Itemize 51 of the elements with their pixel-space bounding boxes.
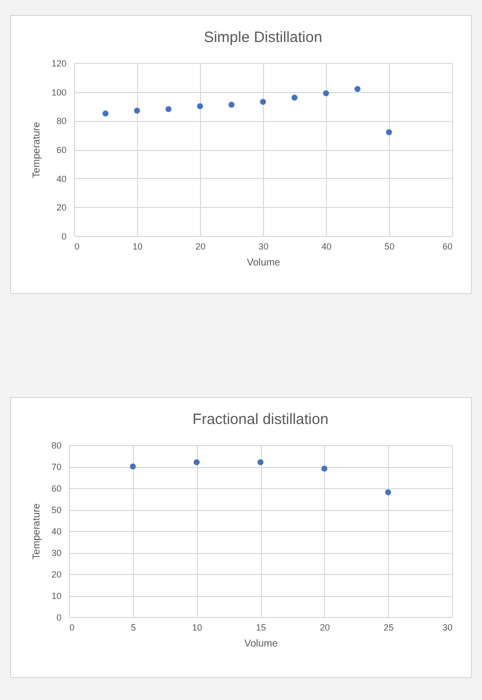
point: [194, 459, 200, 466]
point: [197, 103, 203, 110]
x-tick-label: 10: [192, 622, 202, 632]
y-tick-label: 40: [56, 174, 66, 184]
x-tick-label: 30: [442, 622, 452, 632]
point: [260, 98, 266, 105]
y-tick-label: 30: [51, 548, 62, 558]
x-tick-label: 30: [258, 242, 269, 252]
point: [354, 86, 360, 92]
y-tick-label: 80: [56, 116, 66, 126]
x-tick-label: 0: [70, 622, 75, 632]
y-tick-label: 60: [56, 145, 66, 155]
point: [102, 110, 108, 116]
x-tick-label: 15: [256, 622, 266, 632]
x-tick-label: 20: [320, 622, 330, 632]
y-tick-label: 120: [51, 58, 66, 68]
point: [134, 108, 140, 114]
x-axis-title: Volume: [244, 638, 278, 650]
y-tick-label: 20: [51, 570, 62, 580]
y-tick-label: 70: [51, 462, 62, 472]
x-tick-label: 5: [130, 622, 136, 632]
x-tick-label: 60: [442, 242, 452, 252]
x-tick-label: 40: [321, 242, 332, 252]
point: [166, 106, 172, 112]
point: [258, 459, 264, 466]
x-tick-label: 0: [74, 242, 80, 252]
x-axis-title: Volume: [246, 258, 281, 268]
point: [321, 466, 328, 472]
point: [292, 94, 298, 101]
x-tick-label: 50: [384, 242, 395, 252]
point: [130, 464, 136, 470]
y-tick-label: 40: [51, 526, 62, 536]
y-tick-label: 20: [56, 202, 66, 213]
chart-title: Fractional distillation: [192, 411, 328, 428]
y-tick-label: 0: [61, 232, 66, 242]
point: [228, 102, 234, 108]
x-tick-label: 25: [384, 622, 394, 632]
point: [323, 90, 329, 96]
y-tick-label: 0: [56, 612, 62, 622]
y-axis-title: Temperature: [31, 121, 42, 178]
y-tick-label: 80: [51, 440, 62, 450]
y-tick-label: 100: [51, 87, 66, 98]
y-tick-label: 60: [51, 484, 62, 494]
y-tick-label: 50: [51, 505, 62, 515]
y-axis-title: Temperature: [31, 502, 42, 560]
chart-title: Simple Distillation: [204, 29, 322, 46]
x-tick-label: 20: [195, 242, 206, 252]
x-tick-label: 10: [132, 242, 143, 252]
y-tick-label: 10: [51, 591, 62, 601]
point: [386, 129, 392, 136]
point: [385, 489, 392, 496]
